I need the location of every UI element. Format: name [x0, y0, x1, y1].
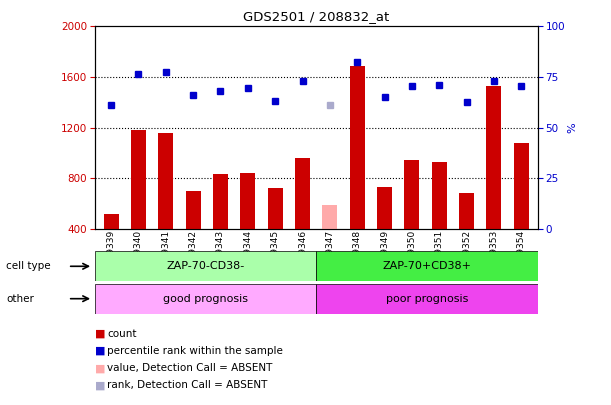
Bar — [459, 194, 474, 229]
Bar — [240, 173, 255, 229]
Text: ■: ■ — [95, 329, 105, 339]
Bar — [104, 214, 119, 229]
Bar — [432, 162, 447, 229]
Bar — [268, 188, 283, 229]
Bar — [213, 175, 228, 229]
Text: ■: ■ — [95, 380, 105, 390]
Text: ■: ■ — [95, 346, 105, 356]
Text: GDS2501 / 208832_at: GDS2501 / 208832_at — [243, 10, 389, 23]
Bar — [295, 158, 310, 229]
Text: cell type: cell type — [6, 261, 51, 271]
Bar — [377, 187, 392, 229]
Bar — [95, 251, 316, 281]
Bar — [158, 133, 174, 229]
Text: poor prognosis: poor prognosis — [386, 294, 468, 304]
Bar — [95, 284, 316, 314]
Bar — [349, 66, 365, 229]
Text: ZAP-70-CD38-: ZAP-70-CD38- — [166, 261, 244, 271]
Text: rank, Detection Call = ABSENT: rank, Detection Call = ABSENT — [107, 380, 267, 390]
Bar — [186, 191, 200, 229]
Text: ■: ■ — [95, 363, 105, 373]
Bar — [316, 251, 538, 281]
Bar — [514, 143, 529, 229]
Text: good prognosis: good prognosis — [163, 294, 248, 304]
Text: count: count — [107, 329, 136, 339]
Bar — [486, 86, 502, 229]
Text: percentile rank within the sample: percentile rank within the sample — [107, 346, 283, 356]
Bar — [404, 160, 419, 229]
Bar — [323, 205, 337, 229]
Bar — [316, 284, 538, 314]
Bar — [131, 130, 146, 229]
Text: other: other — [6, 294, 34, 304]
Text: value, Detection Call = ABSENT: value, Detection Call = ABSENT — [107, 363, 273, 373]
Text: ZAP-70+CD38+: ZAP-70+CD38+ — [382, 261, 472, 271]
Y-axis label: %: % — [568, 122, 578, 133]
